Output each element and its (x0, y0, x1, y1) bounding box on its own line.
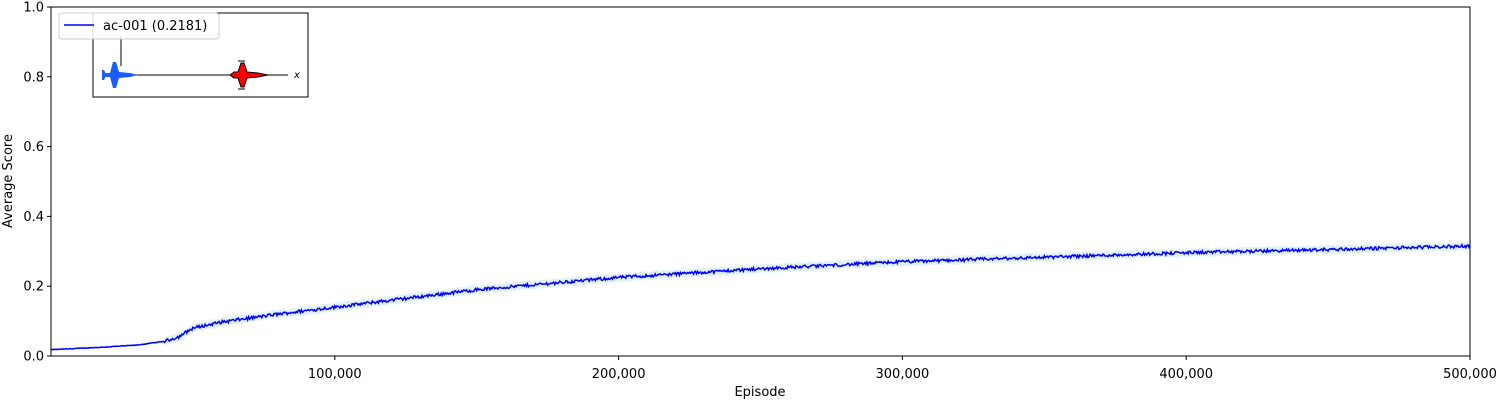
x-axis-title: Episode (734, 385, 785, 400)
x-tick-label: 200,000 (592, 367, 646, 382)
score-band (51, 241, 1470, 351)
series-line-group (50, 243, 1471, 351)
y-tick-label: 0.2 (23, 280, 44, 295)
y-axis: 0.0 0.2 0.4 0.6 0.8 1.0 (23, 1, 51, 365)
plot-frame (50, 6, 1471, 357)
score-band-area (51, 241, 1470, 351)
y-tick-label: 1.0 (23, 1, 44, 16)
x-tick-label: 500,000 (1443, 367, 1497, 382)
series-line-ac-001 (50, 243, 1471, 351)
red-jet-icon (229, 60, 269, 90)
y-tick-label: 0.0 (23, 350, 44, 365)
legend-label: ac-001 (0.2181) (103, 19, 207, 34)
blue-jet-icon (102, 62, 138, 88)
y-axis-title: Average Score (1, 134, 16, 228)
y-tick-label: 0.8 (23, 70, 44, 85)
x-axis: 100,000 200,000 300,000 400,000 500,000 (308, 356, 1497, 382)
x-tick-label: 100,000 (308, 367, 362, 382)
y-tick-label: 0.4 (23, 210, 44, 225)
target-x-icon: x (293, 70, 300, 81)
x-tick-label: 400,000 (1159, 367, 1213, 382)
y-tick-label: 0.6 (23, 140, 44, 155)
legend-box (58, 12, 220, 40)
x-tick-label: 300,000 (876, 367, 930, 382)
legend: ac-001 (0.2181) (58, 12, 220, 40)
